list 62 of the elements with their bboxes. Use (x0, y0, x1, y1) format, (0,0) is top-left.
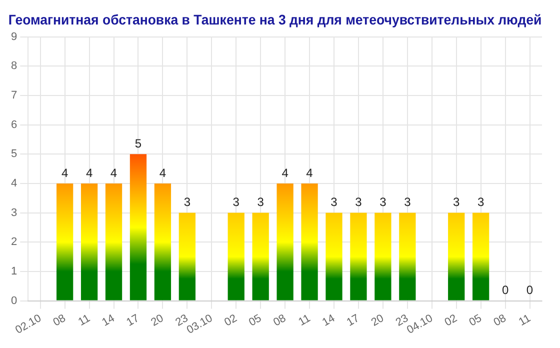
bar (326, 212, 342, 300)
bar (228, 212, 244, 300)
data-label: 5 (134, 136, 142, 150)
data-label: 0 (502, 283, 509, 298)
x-tick-label: 20 (369, 312, 386, 329)
data-label: 3 (453, 195, 460, 210)
data-label: 3 (404, 195, 412, 210)
y-tick-label: 2 (10, 236, 18, 248)
bar (56, 183, 74, 300)
y-tick-label: 0 (10, 294, 18, 307)
bar (399, 212, 416, 300)
bar (80, 183, 98, 300)
bar (448, 212, 465, 300)
x-tick-label: 11 (516, 312, 533, 328)
x-tick-label: 08 (271, 312, 288, 329)
data-label: 4 (159, 166, 166, 180)
bar (130, 154, 147, 300)
x-tick-label: 05 (246, 312, 264, 329)
data-label: 3 (380, 195, 387, 210)
data-label: 3 (257, 195, 264, 210)
bar (472, 212, 490, 300)
x-tick-label: 02 (222, 312, 240, 329)
bar (105, 183, 122, 300)
x-tick-label: 11 (296, 312, 313, 328)
data-label: 3 (355, 195, 362, 210)
x-tick-label: 14 (100, 312, 117, 329)
bar (252, 212, 269, 300)
data-label: 4 (110, 166, 118, 180)
bar (276, 183, 294, 300)
x-tick-label: 11 (76, 312, 92, 328)
data-label: 4 (282, 166, 289, 180)
y-tick-label: 5 (10, 148, 18, 160)
bar (374, 212, 392, 300)
x-tick-label: 02.10 (14, 312, 44, 337)
x-tick-label: 14 (320, 312, 338, 329)
bar (350, 212, 367, 300)
y-tick-label: 8 (10, 60, 18, 72)
data-label: 3 (330, 195, 338, 210)
data-label: 4 (86, 166, 93, 180)
x-tick-label: 08 (492, 312, 508, 329)
x-tick-label: 05 (467, 312, 484, 329)
y-tick-label: 7 (10, 90, 18, 102)
y-tick-label: 9 (10, 30, 18, 43)
data-label: 3 (184, 195, 191, 210)
x-tick-label: 17 (344, 312, 362, 329)
data-label: 4 (61, 166, 68, 180)
bar (178, 212, 196, 300)
data-label: 4 (306, 166, 314, 180)
x-tick-label: 17 (124, 312, 142, 329)
data-label: 0 (526, 283, 534, 298)
bar (301, 183, 318, 300)
y-tick-label: 3 (10, 206, 18, 219)
data-label: 3 (477, 195, 484, 210)
x-tick-label: 20 (149, 312, 166, 329)
data-label: 3 (232, 195, 240, 210)
y-tick-label: 4 (10, 178, 18, 190)
x-tick-label: 02 (442, 312, 460, 329)
x-tick-label: 08 (51, 312, 68, 329)
bar (154, 183, 172, 300)
y-tick-label: 1 (10, 266, 18, 278)
chart-title: Геомагнитная обстановка в Ташкенте на 3 дня для метеочувствительных людей (8, 12, 542, 28)
y-tick-label: 6 (10, 118, 18, 131)
